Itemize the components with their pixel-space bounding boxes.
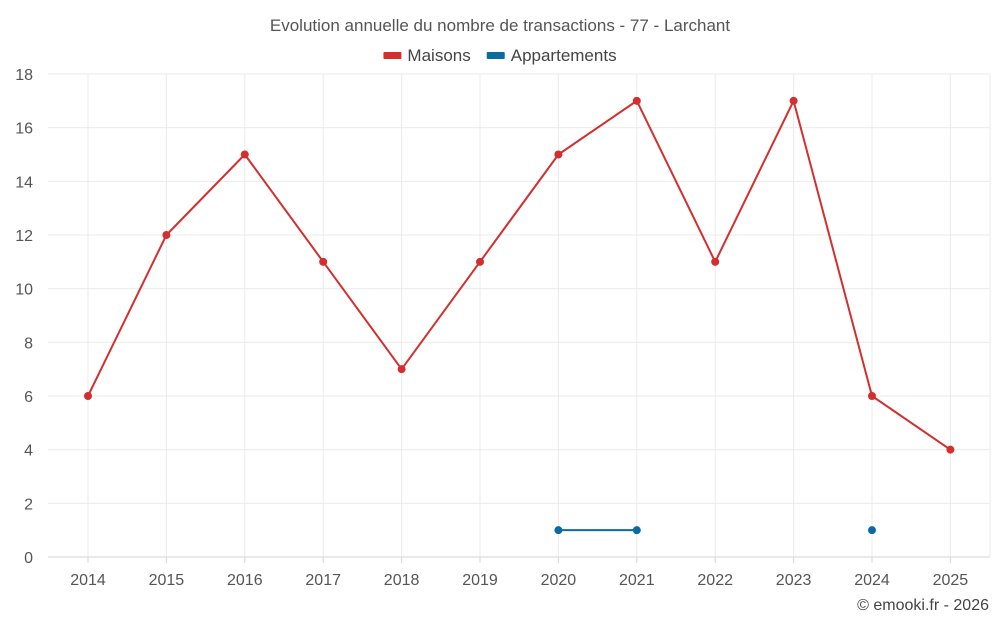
data-point-maisons-2024 <box>868 392 876 400</box>
data-point-maisons-2025 <box>946 445 955 454</box>
x-tick-label: 2020 <box>541 572 577 589</box>
legend-item-maisons: Maisons <box>383 46 471 65</box>
data-point-maisons-2019 <box>476 257 484 266</box>
x-tick-label: 2016 <box>227 572 263 589</box>
legend-swatch-appartements <box>486 52 505 59</box>
data-point-maisons-2014 <box>84 392 92 400</box>
data-point-maisons-2021 <box>632 96 641 105</box>
y-tick-label: 6 <box>24 389 33 406</box>
data-point-maisons-2022 <box>711 257 720 266</box>
series-appartements <box>554 526 876 535</box>
x-tick-label: 2018 <box>384 572 420 589</box>
x-tick-label: 2021 <box>619 572 655 589</box>
series-layer <box>84 96 955 535</box>
legend-label-maisons: Maisons <box>407 46 470 65</box>
y-tick-label: 16 <box>15 121 33 138</box>
x-tick-label: 2022 <box>697 572 733 589</box>
series-maisons <box>84 96 955 454</box>
legend: Maisons Appartements <box>383 46 617 65</box>
x-axis: 2014 2015 2016 2017 2018 2019 2020 2021 2022 2023… <box>48 556 990 589</box>
y-tick-label: 4 <box>24 443 33 460</box>
data-point-maisons-2018 <box>397 365 406 374</box>
y-tick-label: 10 <box>15 282 33 299</box>
grid <box>48 73 991 557</box>
x-tick-label: 2017 <box>305 572 341 589</box>
y-tick-label: 2 <box>24 496 33 513</box>
legend-label-appartements: Appartements <box>511 46 617 65</box>
y-tick-label: 14 <box>15 174 33 191</box>
series-line-maisons <box>87 99 951 451</box>
x-tick-label: 2024 <box>854 572 890 589</box>
x-tick-label: 2025 <box>933 572 969 589</box>
data-point-maisons-2023 <box>789 96 798 105</box>
y-tick-label: 12 <box>15 228 33 245</box>
x-tick-label: 2014 <box>70 572 106 589</box>
data-point-appartements-2020 <box>554 526 563 535</box>
data-point-maisons-2017 <box>319 257 328 266</box>
y-tick-label: 0 <box>24 550 33 567</box>
data-point-appartements-2021 <box>632 526 641 535</box>
x-tick-label: 2015 <box>149 572 185 589</box>
y-axis: 0 2 4 6 8 10 12 14 16 18 <box>15 67 33 567</box>
x-tick-label: 2023 <box>776 572 812 589</box>
data-point-appartements-2024 <box>868 526 876 535</box>
y-tick-label: 18 <box>15 67 33 84</box>
credit-text: © emooki.fr - 2026 <box>857 597 989 614</box>
data-point-maisons-2020 <box>554 150 563 159</box>
x-tick-label: 2019 <box>462 572 498 589</box>
legend-swatch-maisons <box>383 52 402 59</box>
chart-title: Evolution annuelle du nombre de transact… <box>270 16 731 35</box>
data-point-maisons-2016 <box>240 150 249 159</box>
data-point-maisons-2015 <box>162 231 171 239</box>
legend-item-appartements: Appartements <box>486 46 617 65</box>
y-tick-label: 8 <box>24 335 33 352</box>
